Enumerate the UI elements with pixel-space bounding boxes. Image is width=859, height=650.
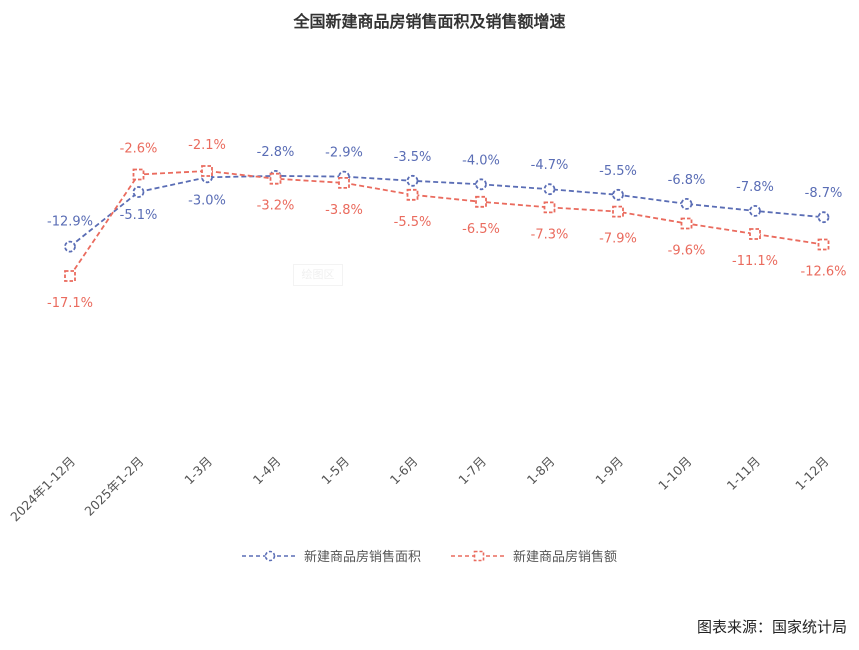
dashed-circle-marker-icon	[241, 550, 298, 561]
data-label: -6.8%	[668, 173, 706, 188]
square-marker-icon[interactable]	[543, 201, 556, 214]
dashed-square-marker-icon	[451, 550, 507, 561]
series-layer: -12.9% -5.1% -3.0% -2.8% -2.9% -3.5% -4.0% -4.7…	[47, 138, 847, 311]
chart-source: 图表来源：国家统计局	[696, 618, 847, 636]
circle-marker-icon[interactable]	[817, 211, 830, 224]
x-axis-tick-label: 1-11月	[724, 454, 764, 494]
x-axis-tick-label: 2025年1-2月	[81, 454, 146, 519]
data-label: -2.9%	[325, 146, 363, 161]
x-axis-tick-label: 1-6月	[387, 454, 421, 488]
series-line	[69, 170, 824, 277]
x-axis-tick-label: 1-4月	[250, 454, 284, 488]
data-label: -5.5%	[599, 164, 637, 179]
legend: 新建商品房销售面积 新建商品房销售额	[0, 546, 859, 565]
square-marker-icon[interactable]	[612, 205, 624, 218]
data-label: -11.1%	[732, 254, 778, 269]
square-marker-icon[interactable]	[749, 228, 761, 240]
x-axis-tick-label: 1-3月	[181, 454, 215, 488]
square-marker-icon[interactable]	[269, 172, 282, 185]
circle-marker-icon[interactable]	[64, 240, 76, 253]
data-label: -3.5%	[394, 150, 432, 165]
x-axis-tick-label: 1-8月	[524, 454, 558, 488]
data-label: -2.8%	[257, 145, 295, 160]
circle-marker-icon[interactable]	[543, 183, 556, 196]
square-marker-icon[interactable]	[201, 165, 213, 177]
plot-area-watermark: 绘图区	[293, 264, 343, 286]
x-axis-labels: 2024年1-12月 2025年1-2月 1-3月 1-4月 1-5月 1-6月 1-7月 1…	[7, 454, 831, 525]
data-label: -4.0%	[462, 153, 500, 168]
data-label: -6.5%	[462, 222, 500, 237]
data-label: -7.3%	[531, 227, 569, 242]
chart-title: 全国新建商品房销售面积及销售额增速	[293, 12, 566, 31]
x-axis-tick-label: 1-7月	[455, 454, 489, 488]
x-axis-tick-label: 1-10月	[655, 454, 695, 494]
legend-item-sales[interactable]: 新建商品房销售额	[451, 546, 617, 565]
data-label: -5.1%	[120, 208, 158, 223]
circle-marker-icon[interactable]	[749, 204, 761, 217]
x-axis-tick-label: 1-5月	[318, 454, 352, 488]
series-line	[69, 174, 824, 248]
circle-marker-icon[interactable]	[612, 188, 624, 201]
data-label: -3.0%	[188, 193, 226, 208]
legend-label-area: 新建商品房销售面积	[303, 550, 421, 565]
series-sales: -17.1% -2.6% -2.1% -3.2% -3.8% -5.5% -6.5% -7.3…	[47, 138, 847, 311]
legend-item-area[interactable]: 新建商品房销售面积	[241, 546, 421, 565]
data-label: -3.2%	[257, 199, 295, 214]
data-label: -2.1%	[188, 138, 226, 153]
square-marker-icon[interactable]	[64, 270, 76, 282]
data-label: -7.9%	[599, 232, 637, 247]
data-label: -12.6%	[801, 265, 847, 280]
data-label: -9.6%	[668, 244, 706, 259]
square-marker-icon[interactable]	[680, 217, 693, 230]
data-label: -5.5%	[394, 215, 432, 230]
legend-label-sales: 新建商品房销售额	[513, 550, 618, 565]
data-label: -4.7%	[531, 158, 569, 173]
circle-marker-icon[interactable]	[132, 186, 145, 198]
data-label: -17.1%	[47, 296, 93, 311]
x-axis-tick-label: 2024年1-12月	[7, 454, 78, 525]
square-marker-icon[interactable]	[817, 238, 830, 251]
data-label: -7.8%	[736, 180, 774, 195]
square-marker-icon[interactable]	[406, 188, 419, 201]
x-axis-tick-label: 1-9月	[592, 454, 626, 488]
square-marker-icon[interactable]	[475, 195, 487, 208]
square-marker-icon[interactable]	[338, 176, 350, 189]
circle-marker-icon[interactable]	[475, 178, 487, 191]
circle-marker-icon[interactable]	[680, 197, 693, 210]
square-marker-icon[interactable]	[132, 168, 145, 181]
circle-marker-icon[interactable]	[406, 174, 419, 187]
data-label: -3.8%	[325, 203, 363, 218]
data-label: -12.9%	[47, 215, 93, 230]
data-label: -2.6%	[120, 142, 158, 157]
data-label: -8.7%	[805, 186, 843, 201]
series-area: -12.9% -5.1% -3.0% -2.8% -2.9% -3.5% -4.0% -4.7…	[47, 145, 843, 253]
x-axis-tick-label: 1-12月	[792, 454, 832, 494]
